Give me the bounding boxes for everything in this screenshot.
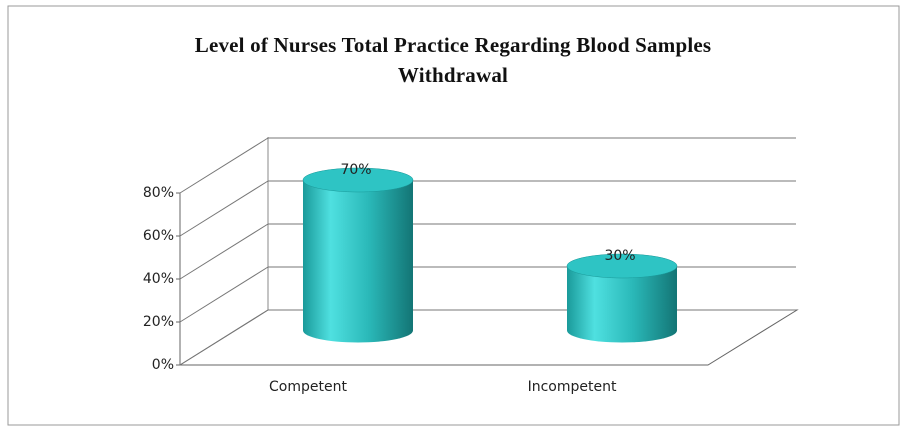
value-label: 30% [604,248,635,264]
side-grid-line [179,309,269,366]
y-tick-label: 60% [143,228,174,244]
x-tick-label: Incompetent [528,379,617,395]
side-grid-line [179,223,269,280]
value-label: 70% [340,162,371,178]
cylinder-top [566,253,678,279]
side-grid-line [179,266,269,323]
y-tick-label: 40% [143,271,174,287]
side-grid-line [179,137,269,194]
y-tick-label: 20% [143,314,174,330]
x-tick-label: Competent [269,379,347,395]
y-tick-label: 0% [152,357,174,373]
cylinder-top [302,167,414,193]
floor [178,309,799,366]
cylinder [303,168,413,343]
side-grid-line [179,180,269,237]
y-tick-label: 80% [143,185,174,201]
chart-title: Level of Nurses Total Practice Regarding… [194,33,712,87]
frame [7,5,900,426]
